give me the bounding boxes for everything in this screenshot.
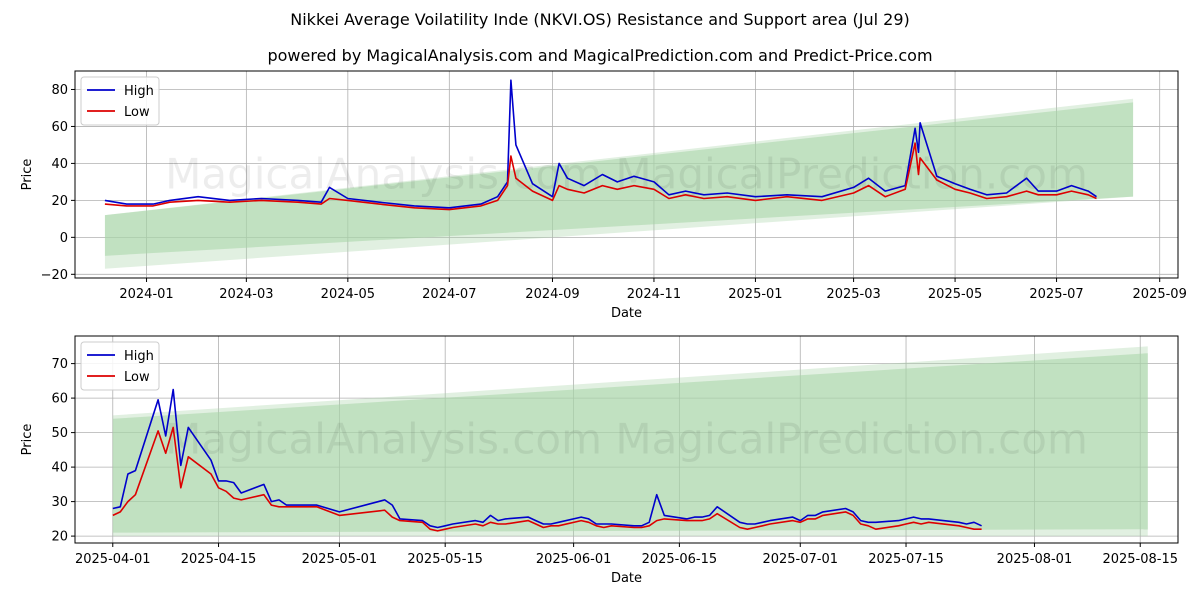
bottom-xtick-label: 2025-08-15 bbox=[1102, 552, 1178, 567]
bottom-xtick-label: 2025-04-01 bbox=[75, 552, 151, 567]
top-xtick-label: 2024-03 bbox=[219, 287, 273, 302]
bottom-panel: MagicalAnalysis.com MagicalPrediction.co… bbox=[20, 335, 1179, 586]
chart-subtitle: powered by MagicalAnalysis.com and Magic… bbox=[267, 46, 933, 65]
top-legend: High Low bbox=[80, 76, 160, 126]
top-series-high bbox=[104, 79, 1097, 209]
bottom-ytick-label: 50 bbox=[51, 426, 68, 441]
top-ytick-label: 20 bbox=[51, 194, 68, 209]
top-xtick-label: 2024-01 bbox=[119, 287, 173, 302]
top-xtick-label: 2024-09 bbox=[525, 287, 579, 302]
top-legend-label-low: Low bbox=[124, 105, 150, 120]
top-ytick-label: 40 bbox=[51, 157, 68, 172]
bottom-plot-area: MagicalAnalysis.com MagicalPrediction.co… bbox=[112, 346, 1148, 537]
bottom-ytick-label: 30 bbox=[51, 495, 68, 510]
bottom-axes-frame bbox=[74, 335, 1179, 544]
top-xtick-label: 2025-03 bbox=[826, 287, 880, 302]
top-xtick-label: 2025-09 bbox=[1133, 287, 1187, 302]
top-ytick-label: 80 bbox=[51, 83, 68, 98]
bottom-xtick-label: 2025-05-01 bbox=[302, 552, 378, 567]
bottom-xtick-label: 2025-08-01 bbox=[997, 552, 1073, 567]
top-xtick-label: 2025-01 bbox=[728, 287, 782, 302]
top-xtick-label: 2025-05 bbox=[928, 287, 982, 302]
top-band-inner bbox=[104, 102, 1134, 256]
bottom-xtick-label: 2025-04-15 bbox=[181, 552, 257, 567]
bottom-watermark: MagicalAnalysis.com MagicalPrediction.co… bbox=[165, 415, 1088, 464]
bottom-series-low bbox=[112, 426, 982, 532]
bottom-legend-box bbox=[80, 341, 160, 391]
top-ytick-label: 60 bbox=[51, 120, 68, 135]
bottom-xtick-label: 2025-06-15 bbox=[642, 552, 718, 567]
top-xaxis-label: Date bbox=[611, 306, 642, 321]
bottom-xtick-label: 2025-06-01 bbox=[536, 552, 612, 567]
bottom-xtick-label: 2025-05-15 bbox=[407, 552, 483, 567]
bottom-ytick-label: 20 bbox=[51, 530, 68, 545]
bottom-ytick-label: 70 bbox=[51, 357, 68, 372]
bottom-legend: High Low bbox=[80, 341, 160, 391]
bottom-series-high bbox=[112, 388, 982, 529]
bottom-ytick-label: 60 bbox=[51, 392, 68, 407]
bottom-yaxis-label: Price bbox=[20, 424, 35, 456]
top-series-low bbox=[104, 142, 1097, 211]
bottom-ytick-label: 40 bbox=[51, 461, 68, 476]
top-panel: MagicalAnalysis.com MagicalPrediction.co… bbox=[20, 70, 1187, 321]
top-xtick-label: 2024-05 bbox=[321, 287, 375, 302]
bottom-band-inner bbox=[112, 353, 1148, 533]
top-yaxis-label: Price bbox=[20, 159, 35, 191]
bottom-xaxis-label: Date bbox=[611, 571, 642, 586]
top-legend-box bbox=[80, 76, 160, 126]
top-ytick-label: 0 bbox=[60, 231, 68, 246]
top-legend-label-high: High bbox=[124, 84, 154, 99]
bottom-legend-label-high: High bbox=[124, 349, 154, 364]
top-watermark: MagicalAnalysis.com MagicalPrediction.co… bbox=[165, 150, 1088, 199]
bottom-xtick-label: 2025-07-15 bbox=[868, 552, 944, 567]
top-xtick-label: 2025-07 bbox=[1029, 287, 1083, 302]
top-axes-frame bbox=[74, 70, 1179, 279]
top-plot-area: MagicalAnalysis.com MagicalPrediction.co… bbox=[104, 79, 1134, 269]
top-ytick-label: −20 bbox=[41, 268, 68, 283]
bottom-xtick-label: 2025-07-01 bbox=[762, 552, 838, 567]
top-xtick-label: 2024-07 bbox=[422, 287, 476, 302]
bottom-legend-label-low: Low bbox=[124, 370, 150, 385]
chart-title: Nikkei Average Voilatility Inde (NKVI.OS… bbox=[290, 10, 910, 29]
top-xtick-label: 2024-11 bbox=[627, 287, 681, 302]
